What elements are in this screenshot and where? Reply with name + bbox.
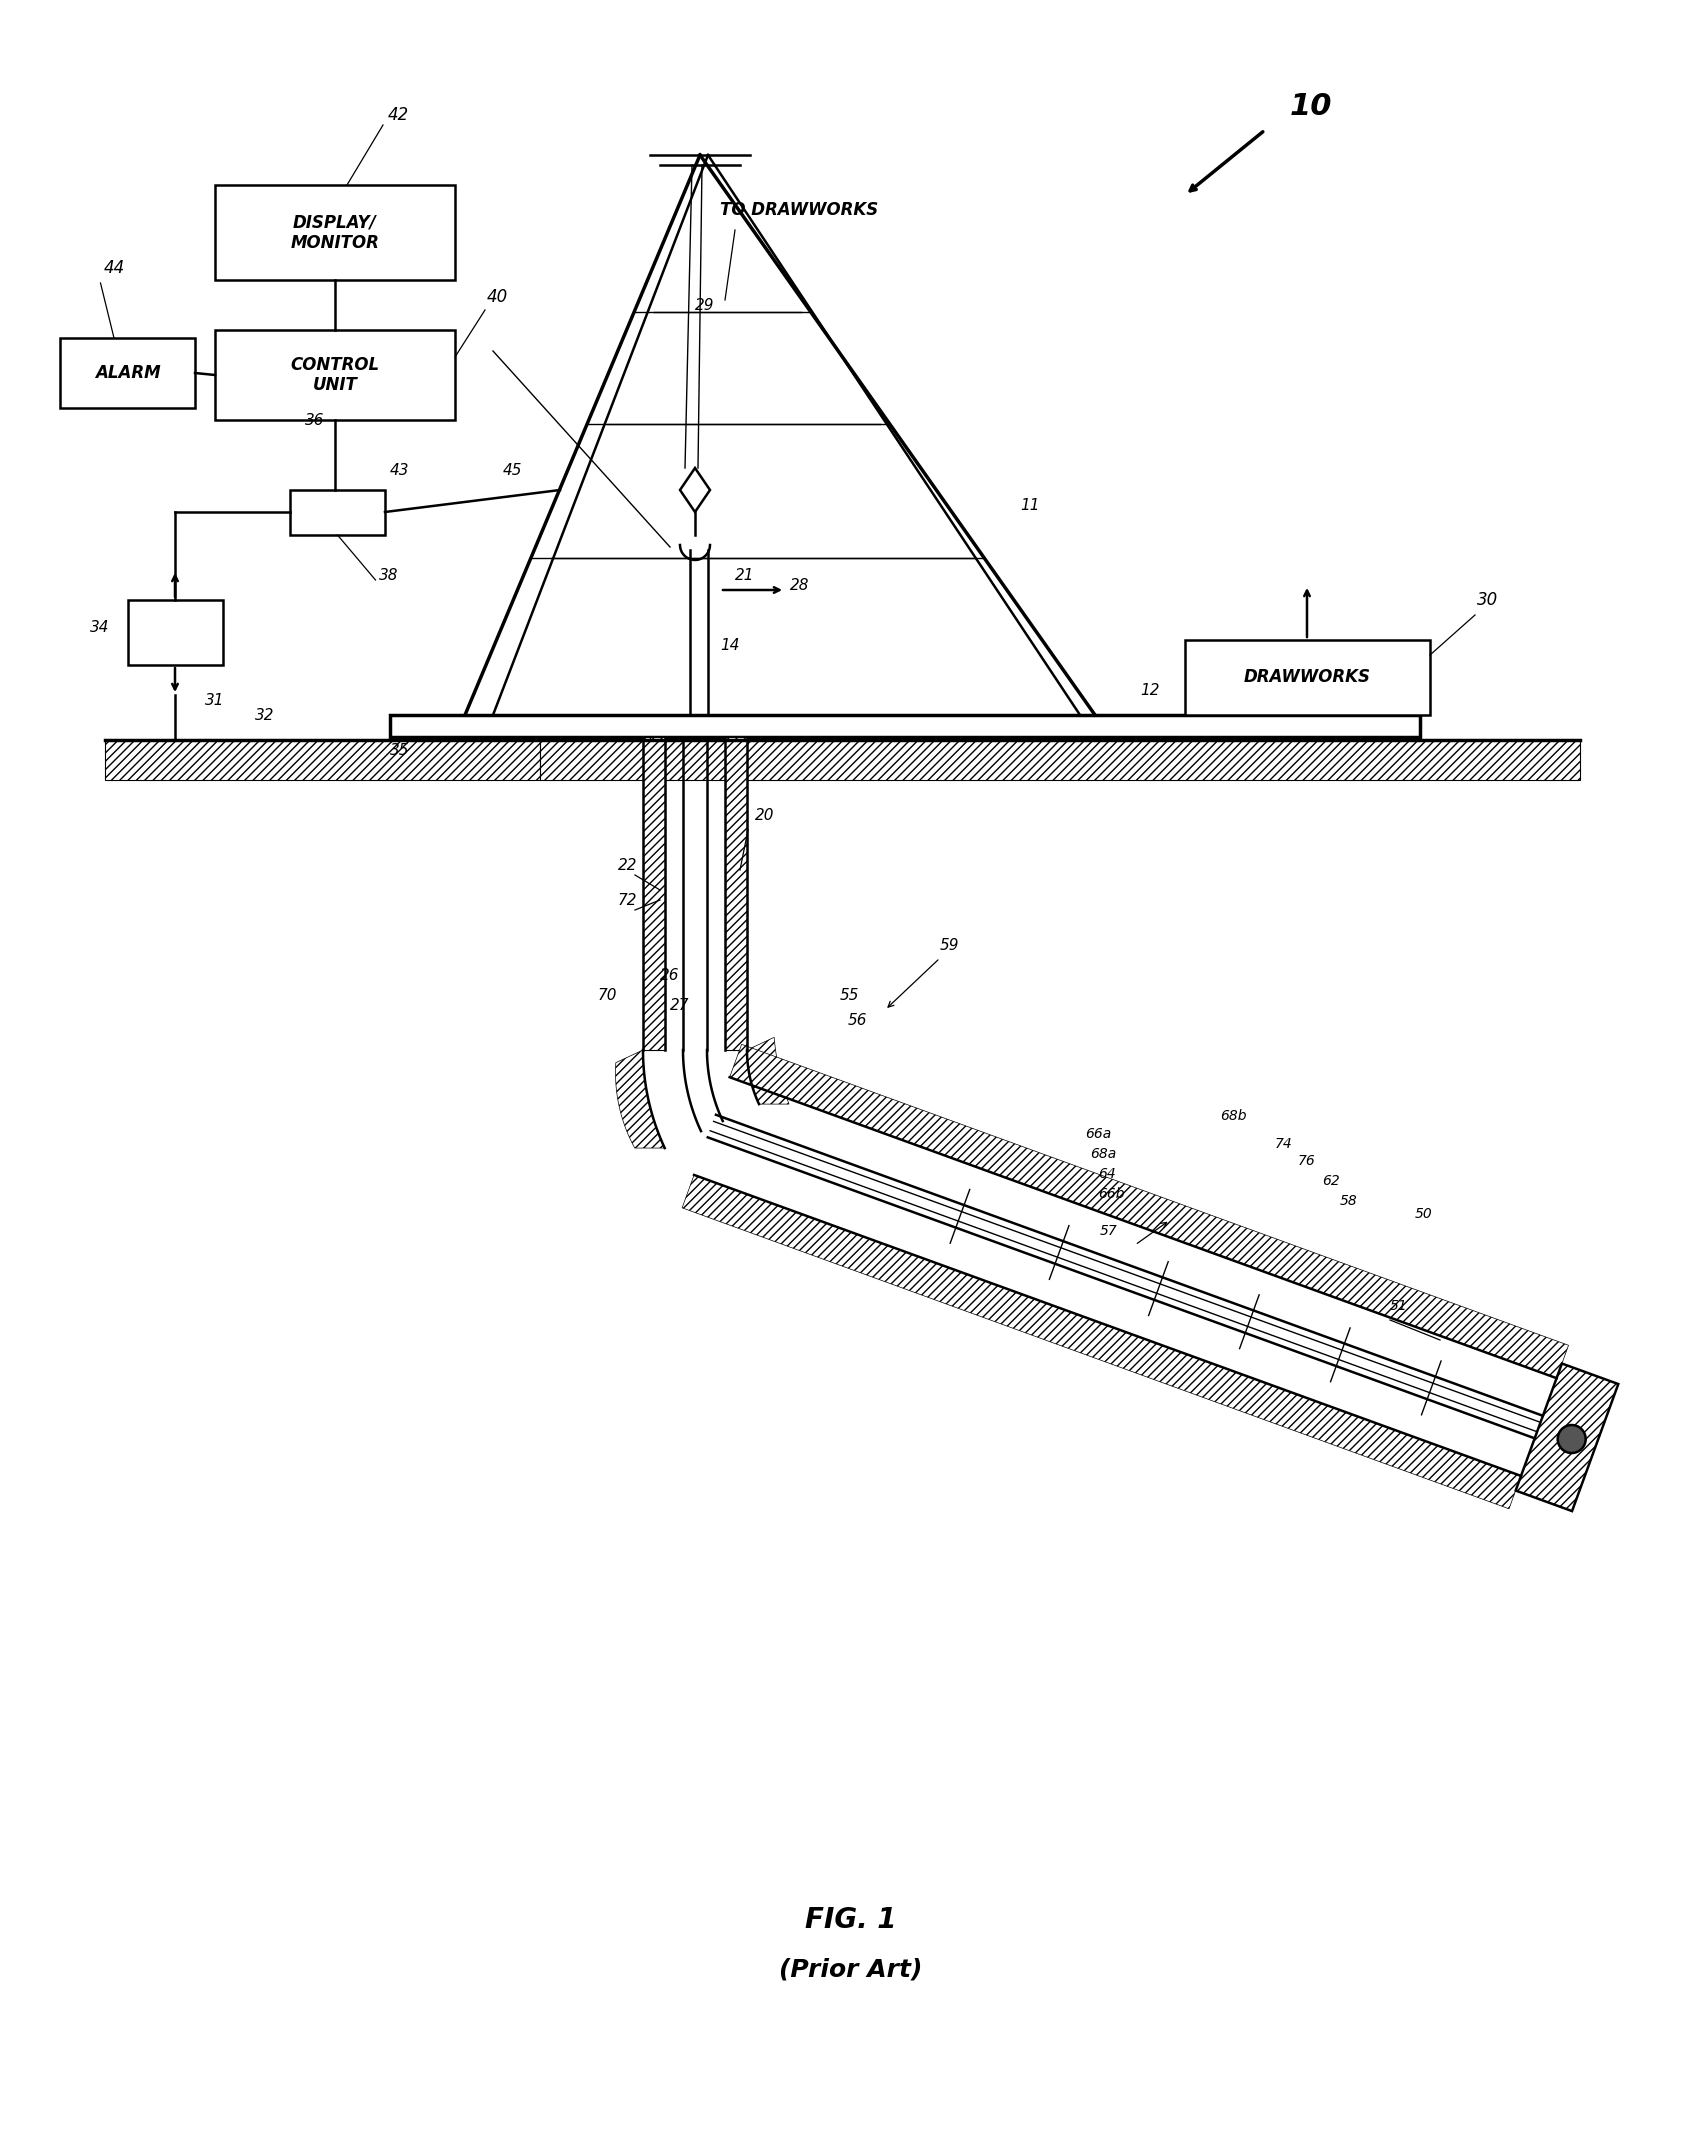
Text: 10: 10 bbox=[1290, 92, 1333, 122]
Text: 57: 57 bbox=[1099, 1224, 1118, 1237]
Text: 42: 42 bbox=[388, 107, 408, 124]
Bar bbox=[390, 715, 1419, 738]
Text: 35: 35 bbox=[390, 742, 410, 757]
Polygon shape bbox=[616, 1049, 665, 1148]
Text: 44: 44 bbox=[104, 258, 124, 277]
Bar bbox=[214, 331, 454, 420]
Text: 51: 51 bbox=[1391, 1299, 1408, 1314]
Bar bbox=[289, 491, 385, 535]
Text: 74: 74 bbox=[1275, 1137, 1294, 1152]
Text: (Prior Art): (Prior Art) bbox=[780, 1958, 922, 1982]
Text: 21: 21 bbox=[735, 567, 754, 582]
Text: 31: 31 bbox=[204, 693, 225, 708]
Text: 45: 45 bbox=[504, 463, 523, 478]
Bar bbox=[214, 186, 454, 279]
Text: 27: 27 bbox=[671, 998, 689, 1013]
Polygon shape bbox=[540, 740, 1579, 781]
Text: 36: 36 bbox=[305, 414, 325, 429]
Polygon shape bbox=[747, 1037, 790, 1105]
Text: 58: 58 bbox=[1339, 1194, 1358, 1207]
Bar bbox=[1185, 640, 1430, 715]
Text: 38: 38 bbox=[378, 567, 398, 582]
Polygon shape bbox=[730, 1045, 1569, 1378]
Text: ALARM: ALARM bbox=[95, 365, 160, 382]
Bar bbox=[60, 337, 196, 407]
Text: 72: 72 bbox=[618, 894, 638, 909]
Text: TO DRAWWORKS: TO DRAWWORKS bbox=[720, 201, 878, 220]
Polygon shape bbox=[1516, 1363, 1619, 1510]
Text: 34: 34 bbox=[90, 621, 109, 636]
Text: 40: 40 bbox=[487, 288, 509, 305]
Text: 64: 64 bbox=[1098, 1167, 1117, 1182]
Polygon shape bbox=[725, 738, 747, 1049]
Text: 11: 11 bbox=[1019, 497, 1040, 514]
Text: 26: 26 bbox=[660, 968, 679, 983]
Polygon shape bbox=[106, 740, 540, 781]
Text: CONTROL
UNIT: CONTROL UNIT bbox=[291, 356, 380, 395]
Text: 14: 14 bbox=[720, 638, 739, 653]
Text: 68b: 68b bbox=[1220, 1109, 1246, 1122]
Text: 59: 59 bbox=[940, 939, 960, 953]
Text: 70: 70 bbox=[597, 988, 618, 1003]
Text: 55: 55 bbox=[841, 988, 860, 1003]
Text: DISPLAY/
MONITOR: DISPLAY/ MONITOR bbox=[291, 213, 380, 252]
Circle shape bbox=[1557, 1425, 1586, 1453]
Text: 66a: 66a bbox=[1084, 1126, 1111, 1141]
Text: DRAWWORKS: DRAWWORKS bbox=[1244, 668, 1372, 687]
Text: 29: 29 bbox=[694, 299, 715, 314]
Polygon shape bbox=[681, 467, 710, 512]
Text: 56: 56 bbox=[848, 1013, 868, 1028]
Text: 43: 43 bbox=[390, 463, 410, 478]
Text: 30: 30 bbox=[1477, 591, 1498, 610]
Text: 20: 20 bbox=[756, 808, 774, 823]
Text: 68a: 68a bbox=[1089, 1148, 1117, 1160]
Text: 12: 12 bbox=[1140, 683, 1159, 697]
Text: 76: 76 bbox=[1299, 1154, 1316, 1169]
Text: FIG. 1: FIG. 1 bbox=[805, 1907, 897, 1935]
Text: 66b: 66b bbox=[1098, 1186, 1125, 1201]
Text: 50: 50 bbox=[1414, 1207, 1433, 1220]
Text: 28: 28 bbox=[790, 578, 810, 593]
Text: 22: 22 bbox=[618, 857, 638, 872]
Polygon shape bbox=[683, 1175, 1522, 1508]
Polygon shape bbox=[643, 738, 665, 1049]
Bar bbox=[128, 599, 223, 665]
Text: 62: 62 bbox=[1322, 1173, 1339, 1188]
Text: 32: 32 bbox=[255, 708, 274, 723]
